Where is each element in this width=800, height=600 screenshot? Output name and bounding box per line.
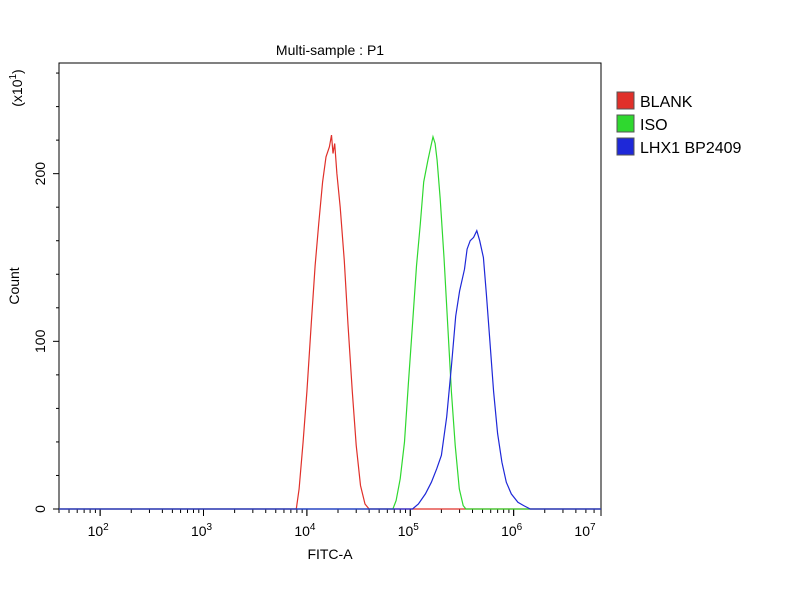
x-tick-label: 104 — [294, 522, 316, 539]
y-axis-label: Count — [6, 267, 22, 304]
x-tick-label: 103 — [191, 522, 213, 539]
y-tick-label: 0 — [32, 505, 48, 513]
y-tick-label: 100 — [32, 329, 48, 353]
chart-title: Multi-sample : P1 — [276, 42, 384, 58]
legend-label: LHX1 BP2409 — [640, 140, 742, 157]
y-tick-label: 200 — [32, 162, 48, 186]
legend-label: ISO — [640, 117, 668, 134]
x-axis-ticks: 102 103 104 105 106 107 — [58, 509, 602, 539]
legend-swatch — [616, 91, 635, 110]
histogram-series — [59, 134, 601, 510]
x-tick-label: 106 — [501, 522, 523, 539]
legend: BLANK ISO LHX1 BP2409 — [616, 91, 742, 157]
series-line-lhx1-bp2409 — [59, 229, 601, 510]
x-tick-label: 102 — [88, 522, 110, 539]
y-axis-ticks: 0 100 200 — [32, 72, 59, 513]
x-tick-label: 105 — [398, 522, 420, 539]
x-axis-label: FITC-A — [307, 546, 353, 562]
legend-label: BLANK — [640, 94, 693, 111]
y-multiplier-label: (x101) — [8, 69, 25, 106]
legend-swatch — [616, 137, 635, 156]
y-multiplier-exp: 1 — [8, 74, 19, 80]
series-line-blank — [59, 134, 601, 510]
plot-frame — [58, 62, 602, 510]
x-tick-label: 107 — [574, 522, 596, 539]
series-line-iso — [59, 134, 601, 510]
legend-swatch — [616, 114, 635, 133]
